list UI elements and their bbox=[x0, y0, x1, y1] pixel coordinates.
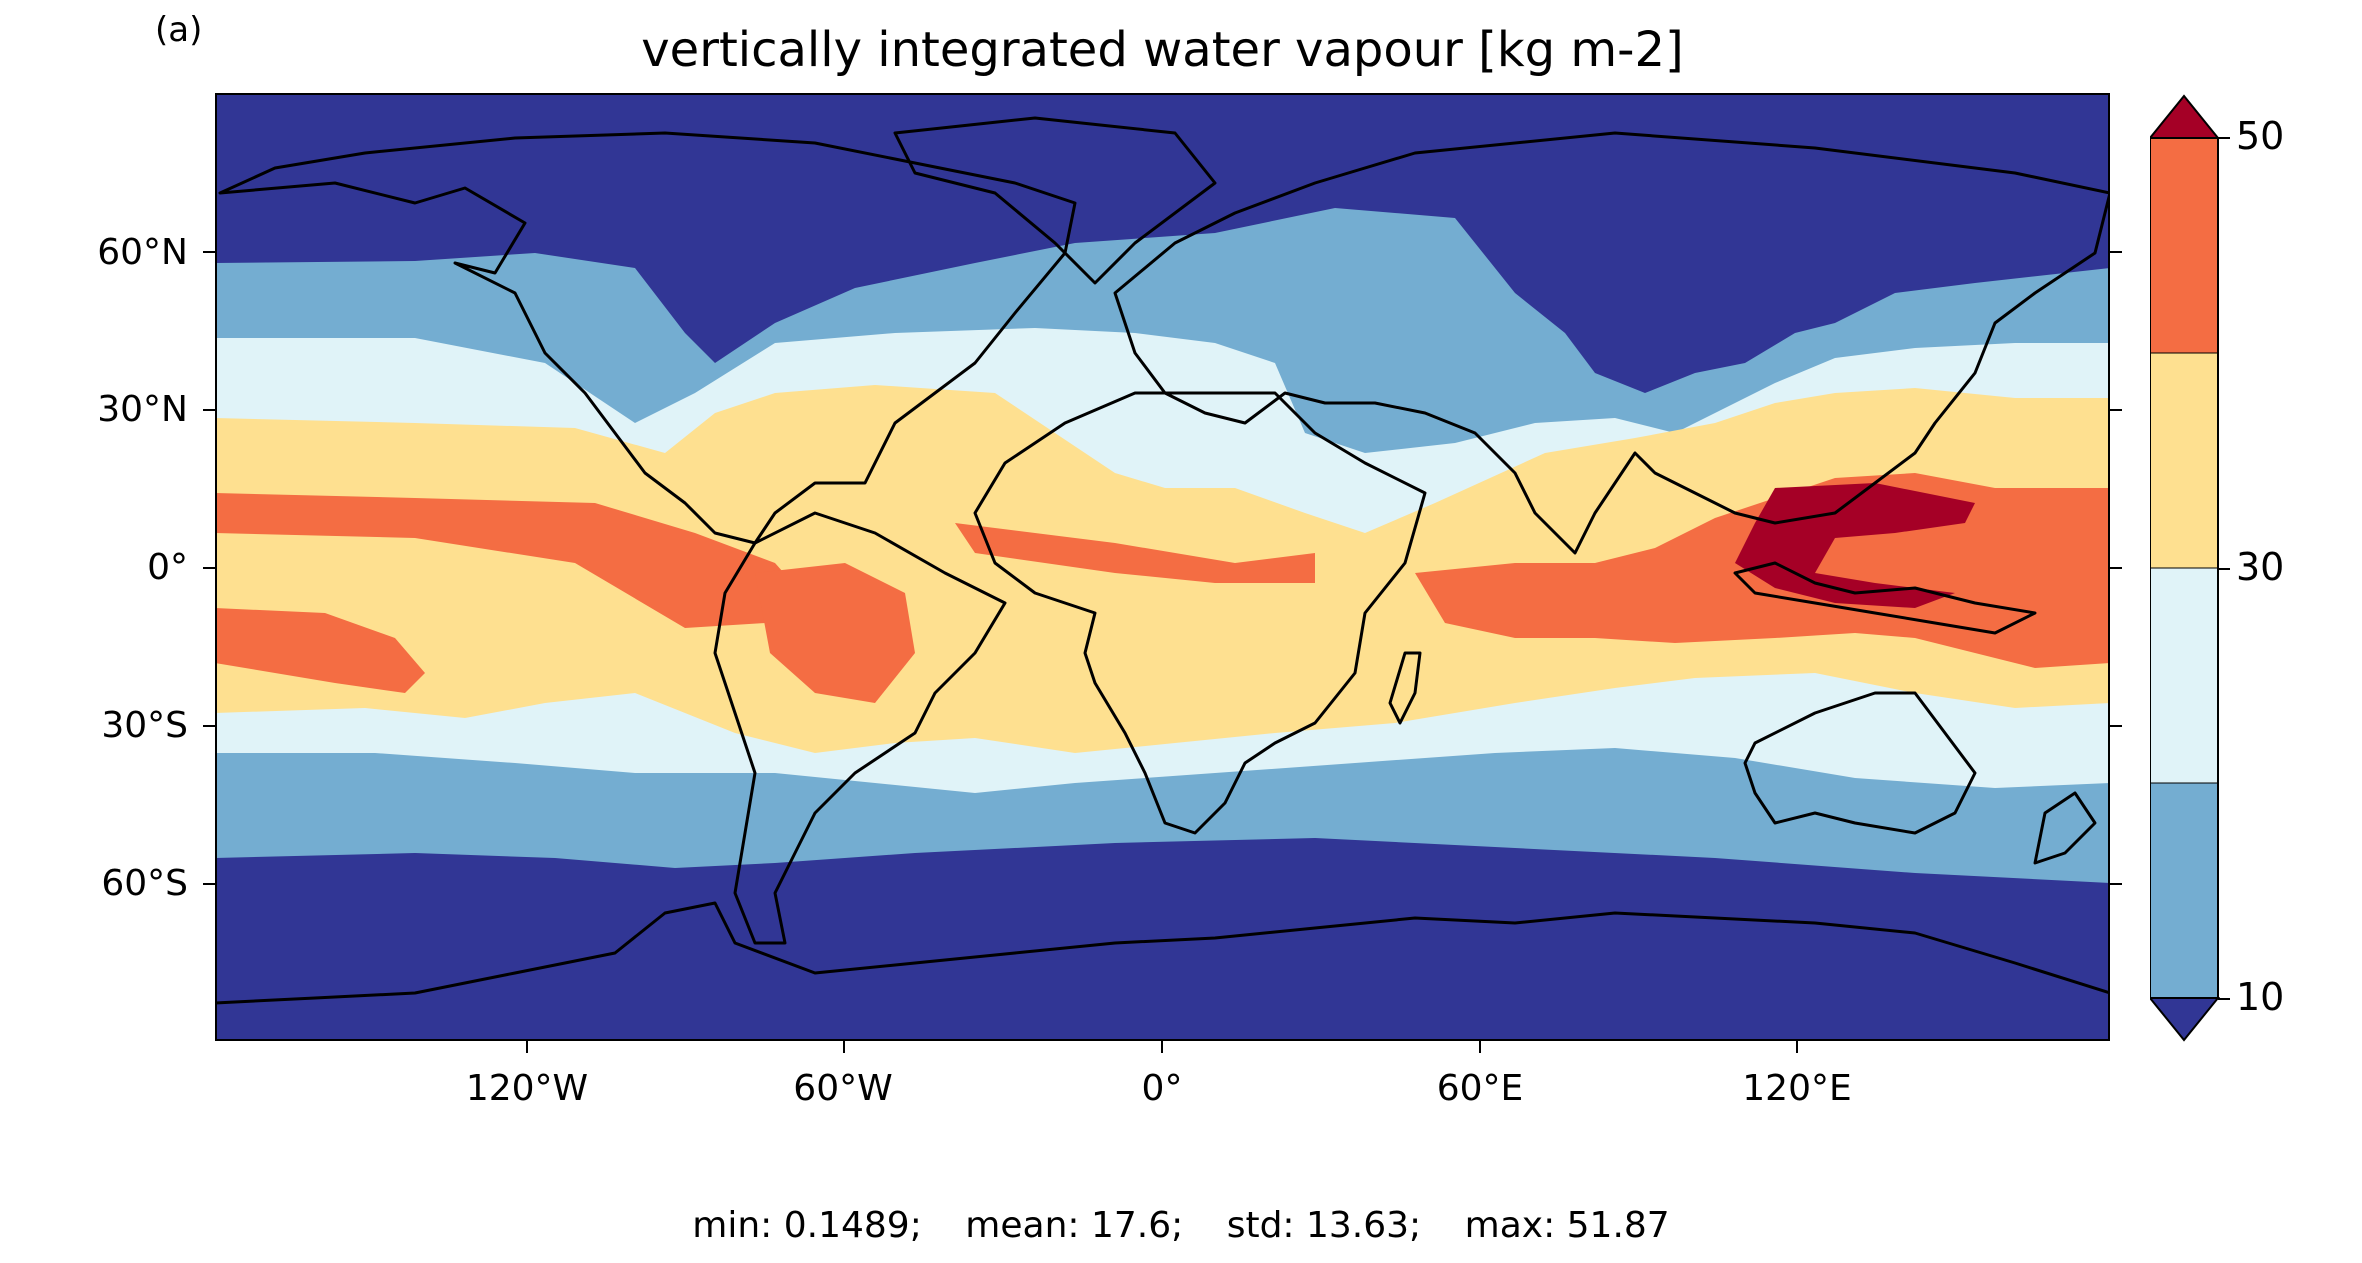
field-layers bbox=[215, 93, 2110, 1041]
lat-label-30s: 30°S bbox=[101, 705, 188, 746]
stat-std: std: 13.63; bbox=[1226, 1205, 1422, 1246]
coastlines bbox=[215, 116, 2110, 1005]
colorbar-tick bbox=[2218, 568, 2230, 570]
lon-label-120e: 120°E bbox=[1742, 1068, 1852, 1109]
stat-min: min: 0.1489; bbox=[692, 1205, 922, 1246]
band-max bbox=[1735, 483, 1975, 608]
coast-new-zealand bbox=[2033, 791, 2097, 865]
lat-tick bbox=[2110, 251, 2122, 253]
coast-antarctica bbox=[215, 901, 2110, 1005]
stat-max: max: 51.87 bbox=[1464, 1205, 1670, 1246]
colorbar-segment-20-30 bbox=[2150, 567, 2219, 784]
lon-tick bbox=[1161, 1041, 1163, 1053]
statistics-line: min: 0.1489; mean: 17.6; std: 13.63; max… bbox=[0, 1205, 2362, 1246]
lon-tick bbox=[526, 1041, 528, 1053]
coast-greenland bbox=[893, 116, 1217, 285]
panel-label: (a) bbox=[155, 10, 203, 50]
lat-tick bbox=[2110, 883, 2122, 885]
band-very-high-south-pacific bbox=[215, 608, 425, 693]
colorbar-min-arrow bbox=[2150, 997, 2220, 1042]
coast-australia bbox=[1743, 691, 1977, 835]
lat-label-60s: 60°S bbox=[101, 863, 188, 904]
colorbar-max-arrow bbox=[2150, 94, 2220, 139]
colorbar-label-50: 50 bbox=[2236, 114, 2285, 158]
lon-label-0: 0° bbox=[1141, 1068, 1183, 1109]
colorbar-tick bbox=[2218, 137, 2230, 139]
colorbar-segment-30-40 bbox=[2150, 352, 2219, 569]
lon-tick bbox=[1479, 1041, 1481, 1053]
lat-tick bbox=[2110, 567, 2122, 569]
water-vapour-map bbox=[215, 93, 2110, 1041]
colorbar-segment-10-20 bbox=[2150, 782, 2219, 999]
lat-tick bbox=[203, 725, 215, 727]
map-title: vertically integrated water vapour [kg m… bbox=[641, 22, 1684, 78]
colorbar-label-10: 10 bbox=[2236, 975, 2285, 1019]
lat-tick bbox=[203, 409, 215, 411]
lat-tick bbox=[203, 251, 215, 253]
colorbar-segment-40-50 bbox=[2150, 137, 2219, 354]
lon-label-60w: 60°W bbox=[793, 1068, 893, 1109]
lat-tick bbox=[2110, 725, 2122, 727]
lon-label-60e: 60°E bbox=[1436, 1068, 1524, 1109]
lat-label-60n: 60°N bbox=[97, 232, 188, 273]
lon-tick bbox=[1796, 1041, 1798, 1053]
colorbar-label-30: 30 bbox=[2236, 545, 2285, 589]
lat-label-equator: 0° bbox=[147, 547, 188, 588]
lat-tick bbox=[203, 883, 215, 885]
lat-tick bbox=[2110, 409, 2122, 411]
lon-label-120w: 120°W bbox=[465, 1068, 589, 1109]
coast-eurasia bbox=[1113, 131, 2110, 555]
colorbar bbox=[2150, 94, 2220, 1042]
band-very-high-atlantic bbox=[955, 523, 1315, 583]
coast-south-america bbox=[713, 511, 1007, 945]
coast-africa bbox=[973, 391, 1427, 835]
band-very-high-amazon bbox=[755, 563, 915, 703]
coast-indonesia bbox=[1733, 561, 2037, 635]
colorbar-tick bbox=[2218, 998, 2230, 1000]
stat-mean: mean: 17.6; bbox=[965, 1205, 1184, 1246]
coast-north-america bbox=[218, 131, 1077, 545]
lat-label-30n: 30°N bbox=[97, 389, 188, 430]
band-very-high-north bbox=[215, 493, 815, 628]
lat-tick bbox=[203, 567, 215, 569]
coast-madagascar bbox=[1388, 651, 1422, 725]
lon-tick bbox=[843, 1041, 845, 1053]
